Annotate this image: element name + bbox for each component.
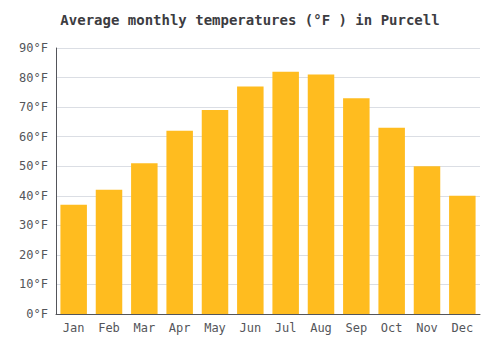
svg-text:40°F: 40°F bbox=[19, 189, 48, 203]
svg-text:20°F: 20°F bbox=[19, 248, 48, 262]
svg-text:Jun: Jun bbox=[239, 321, 261, 335]
svg-text:Jan: Jan bbox=[63, 321, 85, 335]
svg-text:80°F: 80°F bbox=[19, 71, 48, 85]
svg-text:Nov: Nov bbox=[416, 321, 438, 335]
svg-text:30°F: 30°F bbox=[19, 218, 48, 232]
svg-text:Jul: Jul bbox=[275, 321, 297, 335]
svg-text:90°F: 90°F bbox=[19, 41, 48, 55]
svg-text:Average monthly temperatures (: Average monthly temperatures (°F ) in Pu… bbox=[60, 12, 439, 28]
svg-text:10°F: 10°F bbox=[19, 277, 48, 291]
svg-text:Dec: Dec bbox=[451, 321, 473, 335]
svg-text:Aug: Aug bbox=[310, 321, 332, 335]
svg-text:70°F: 70°F bbox=[19, 100, 48, 114]
svg-text:Oct: Oct bbox=[381, 321, 403, 335]
svg-text:May: May bbox=[204, 321, 226, 335]
svg-text:0°F: 0°F bbox=[26, 307, 48, 321]
svg-text:Sep: Sep bbox=[345, 321, 367, 335]
svg-text:Mar: Mar bbox=[133, 321, 155, 335]
svg-text:Apr: Apr bbox=[169, 321, 191, 335]
svg-text:60°F: 60°F bbox=[19, 130, 48, 144]
svg-text:50°F: 50°F bbox=[19, 159, 48, 173]
svg-text:Feb: Feb bbox=[98, 321, 120, 335]
